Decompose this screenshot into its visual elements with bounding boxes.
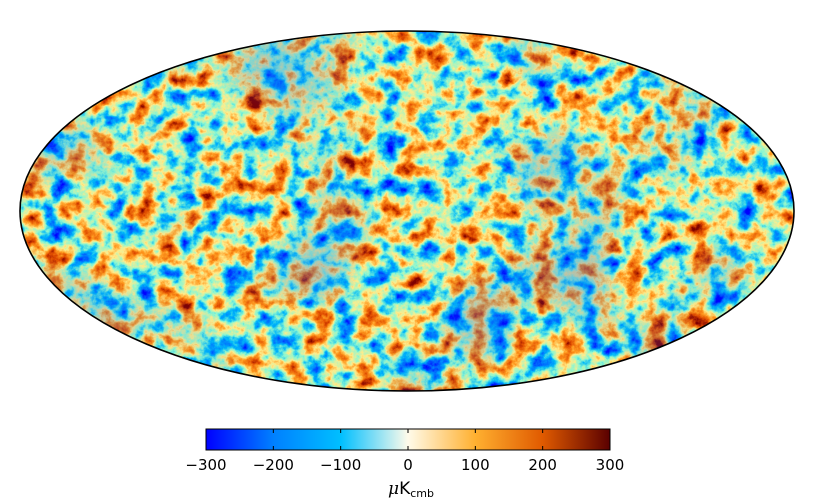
colorbar-tick-label: 300 (595, 456, 625, 474)
unit-symbol: μ (388, 479, 400, 499)
map-outline (19, 30, 795, 392)
unit-subscript: cmb (410, 487, 434, 500)
colorbar-unit-label: μKcmb (361, 479, 461, 500)
map-field (20, 31, 794, 391)
unit-base: K (399, 479, 411, 499)
colorbar-tick-label: −100 (320, 456, 362, 474)
colorbar-tick-label: −200 (252, 456, 294, 474)
colorbar-tick-label: −300 (185, 456, 227, 474)
colorbar-tick-label: 0 (403, 456, 413, 474)
colorbar-ticks (205, 429, 611, 450)
colorbar-tick-label: 200 (528, 456, 557, 474)
colorbar-tick-label: 100 (461, 456, 490, 474)
